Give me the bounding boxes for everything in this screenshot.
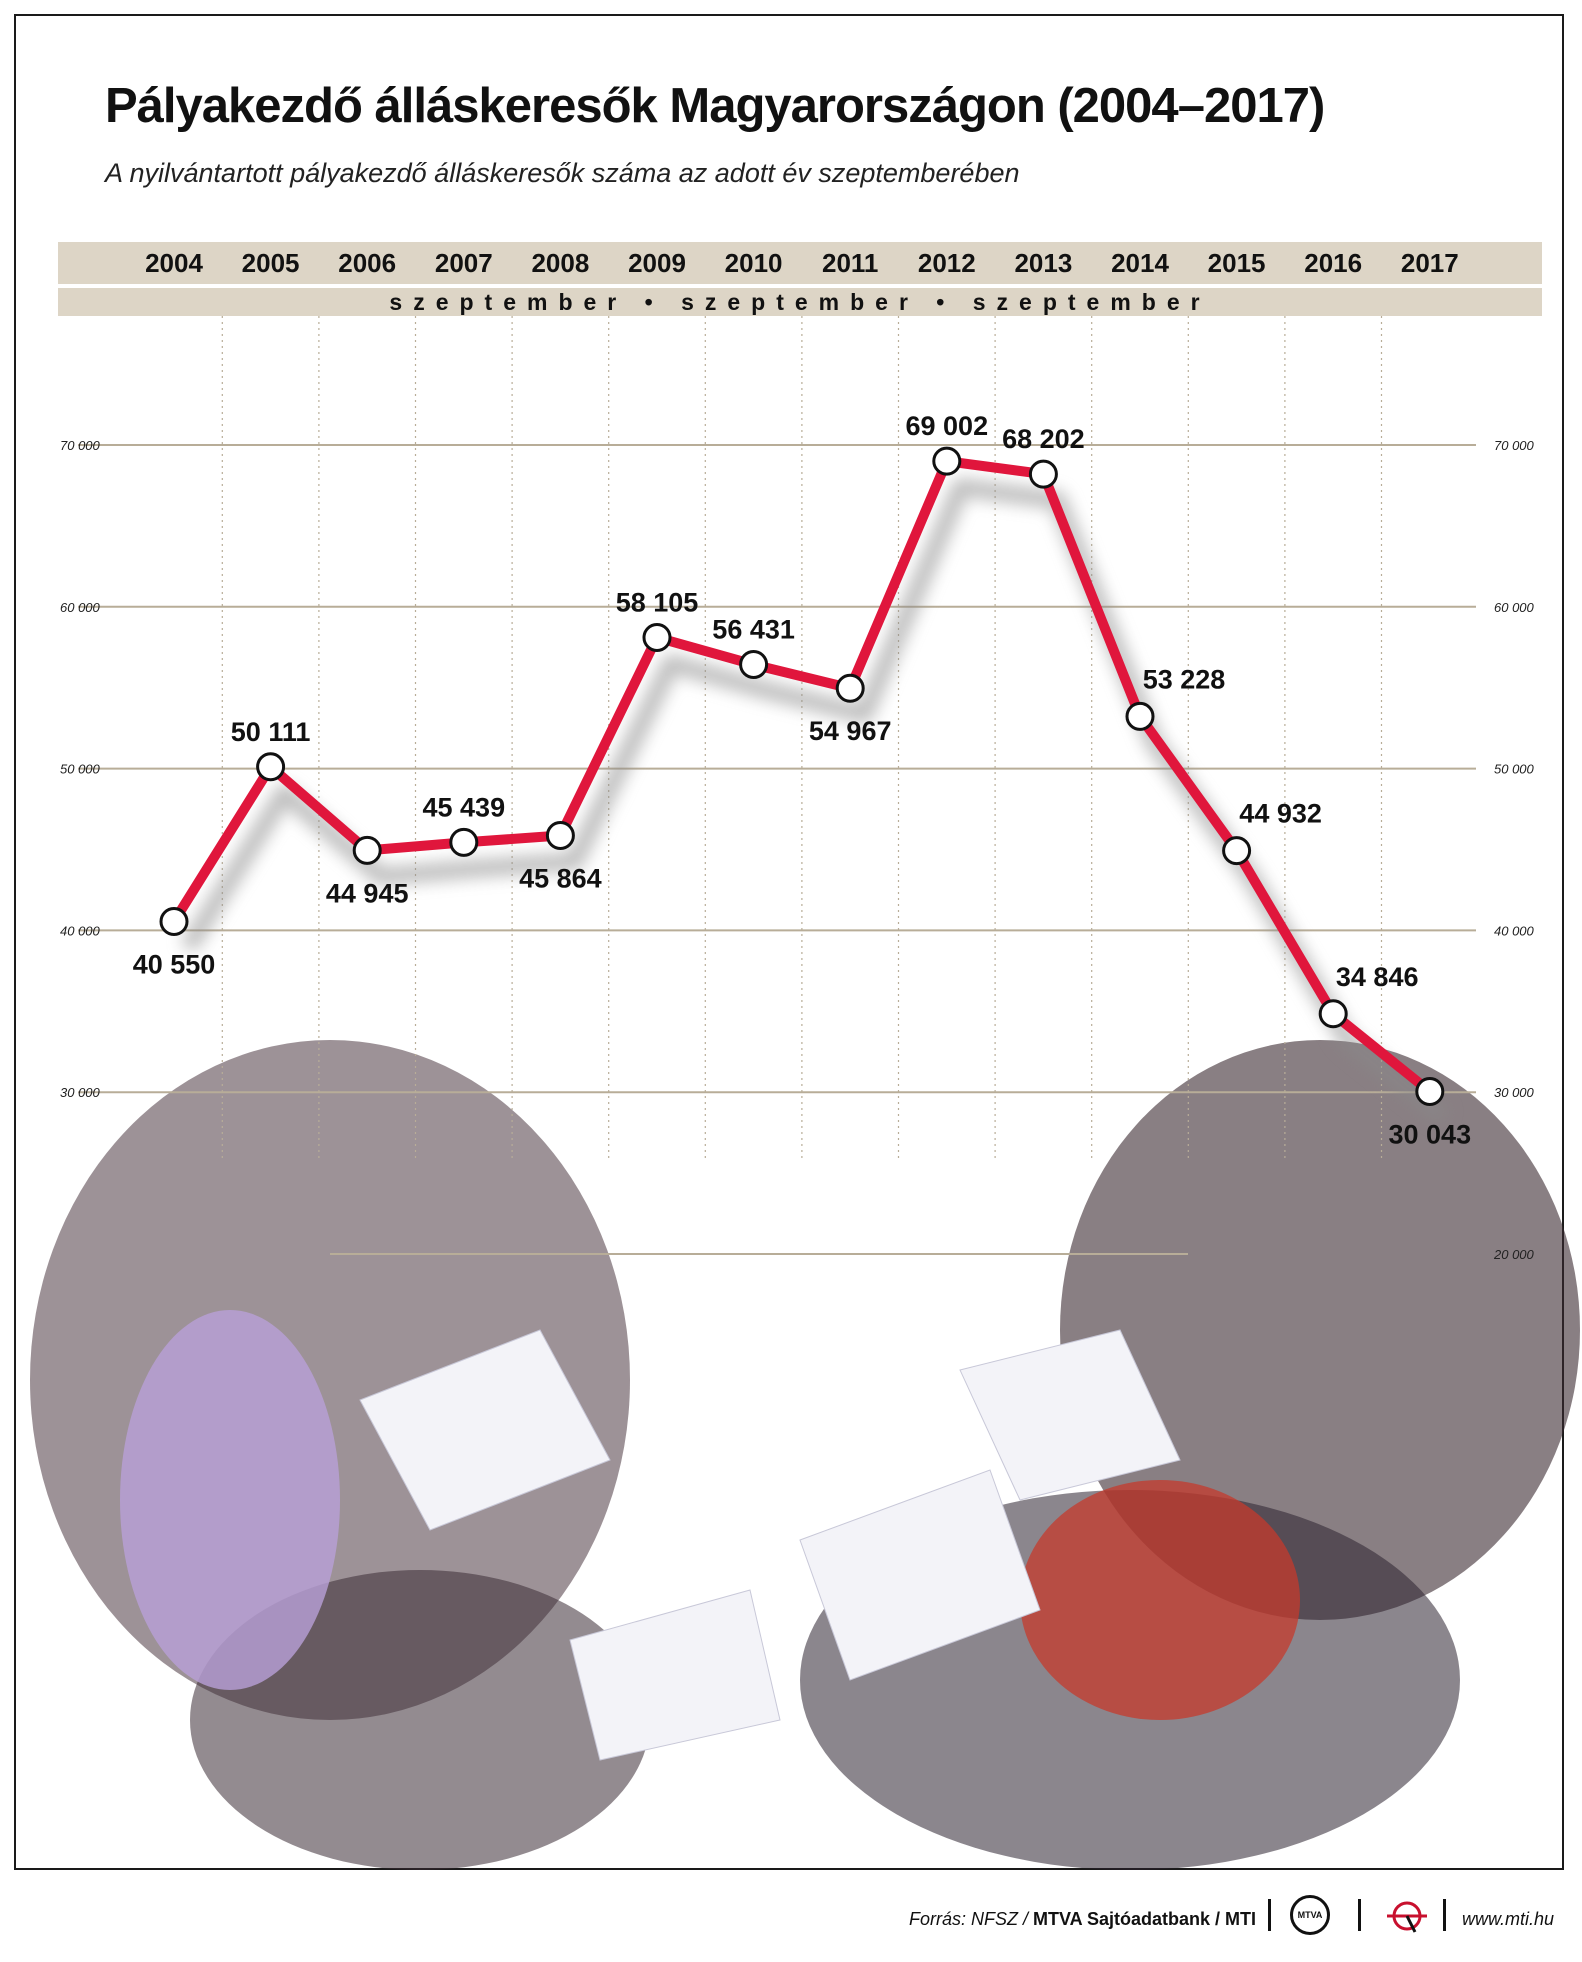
- data-label: 54 967: [809, 716, 892, 746]
- data-label: 50 111: [231, 717, 311, 747]
- data-labels: 40 550 50 111 44 945 45 439 45 864 58 105 56 4…: [133, 411, 1471, 1149]
- x-tick-label: 2013: [1014, 248, 1073, 278]
- data-label: 53 228: [1143, 664, 1226, 694]
- chart-title: Pályakezdő álláskeresők Magyarországon (…: [105, 79, 1325, 133]
- data-point-marker: [932, 446, 962, 476]
- data-point-marker: [449, 827, 479, 857]
- data-point-marker: [739, 650, 769, 680]
- data-point-marker: [545, 821, 575, 851]
- data-point-marker: [642, 622, 672, 652]
- site-url: www.mti.hu: [1462, 1909, 1555, 1929]
- series-polyline: [169, 456, 1435, 1097]
- x-tick-label: 2011: [821, 248, 879, 278]
- x-tick-label: 2004: [145, 248, 203, 278]
- source-text: Forrás: NFSZ / MTVA Sajtóadatbank / MTI: [908, 1909, 1256, 1929]
- x-tick-label: 2009: [628, 248, 686, 278]
- y-tick-label-right: 70 000: [1494, 438, 1535, 453]
- data-label: 30 043: [1389, 1120, 1472, 1150]
- y-tick-label-left: 50 000: [60, 762, 101, 777]
- x-tick-label: 2017: [1400, 248, 1459, 278]
- source-bold: MTVA Sajtóadatbank / MTI: [1032, 1909, 1256, 1929]
- mtva-logo: MTVA: [1290, 1895, 1330, 1935]
- month-band: szeptember • szeptember • szeptember: [58, 288, 1542, 316]
- data-label: 58 105: [616, 587, 699, 617]
- data-point-marker: [1318, 999, 1348, 1029]
- y-tick-label-left: 40 000: [60, 923, 101, 938]
- data-point-marker: [835, 673, 865, 703]
- chart-subtitle: A nyilvántartott pályakezdő álláskeresők…: [105, 158, 1020, 188]
- data-point-marker: [352, 835, 382, 865]
- markers: [159, 446, 1445, 1107]
- separator: [1268, 1899, 1271, 1931]
- data-label: 40 550: [133, 950, 216, 980]
- x-tick-label: 2008: [531, 248, 590, 278]
- x-tick-label: 2016: [1304, 248, 1363, 278]
- y-tick-label-right: 20 000: [1493, 1247, 1535, 1262]
- data-label: 44 932: [1239, 799, 1322, 829]
- y-tick-label-left: 60 000: [60, 600, 101, 615]
- x-tick-label: 2014: [1111, 248, 1169, 278]
- students-photo: [30, 1040, 1580, 1870]
- x-tick-label: 2012: [917, 248, 976, 278]
- x-tick-label: 2010: [724, 248, 783, 278]
- separator: [1358, 1899, 1361, 1931]
- y-tick-label-right: 60 000: [1494, 600, 1535, 615]
- data-label: 34 846: [1336, 962, 1419, 992]
- y-tick-label-left: 30 000: [60, 1085, 101, 1100]
- data-point-marker: [256, 752, 286, 782]
- data-point-marker: [1415, 1077, 1445, 1107]
- x-tick-label: 2005: [241, 248, 300, 278]
- y-tick-label-right: 30 000: [1494, 1085, 1535, 1100]
- footer: Forrás: NFSZ / MTVA Sajtóadatbank / MTI …: [0, 1895, 1582, 1945]
- mti-logo-icon: [1387, 1901, 1427, 1933]
- x-tick-label: 2006: [338, 248, 397, 278]
- data-point-marker: [1028, 459, 1058, 489]
- y-tick-label-right: 40 000: [1494, 923, 1535, 938]
- series-line: [169, 456, 1435, 1097]
- grid: [78, 316, 1476, 1255]
- data-label: 56 431: [712, 615, 795, 645]
- data-label: 45 864: [519, 864, 602, 894]
- month-label: szeptember • szeptember • szeptember: [389, 289, 1211, 315]
- x-tick-label: 2015: [1207, 248, 1266, 278]
- data-label: 45 439: [423, 792, 506, 822]
- x-tick-label: 2007: [434, 248, 493, 278]
- data-point-marker: [1125, 701, 1155, 731]
- separator: [1443, 1899, 1446, 1931]
- data-label: 68 202: [1002, 424, 1085, 454]
- data-label: 44 945: [326, 878, 409, 908]
- y-tick-label-right: 50 000: [1494, 762, 1535, 777]
- year-band: [58, 242, 1542, 284]
- y-axis-labels: 70 000 70 000 60 000 60 000 50 000 50 000 40 0…: [60, 438, 1535, 1262]
- data-point-marker: [1222, 836, 1252, 866]
- data-label: 69 002: [906, 411, 989, 441]
- data-point-marker: [159, 907, 189, 937]
- y-tick-label-left: 70 000: [60, 438, 101, 453]
